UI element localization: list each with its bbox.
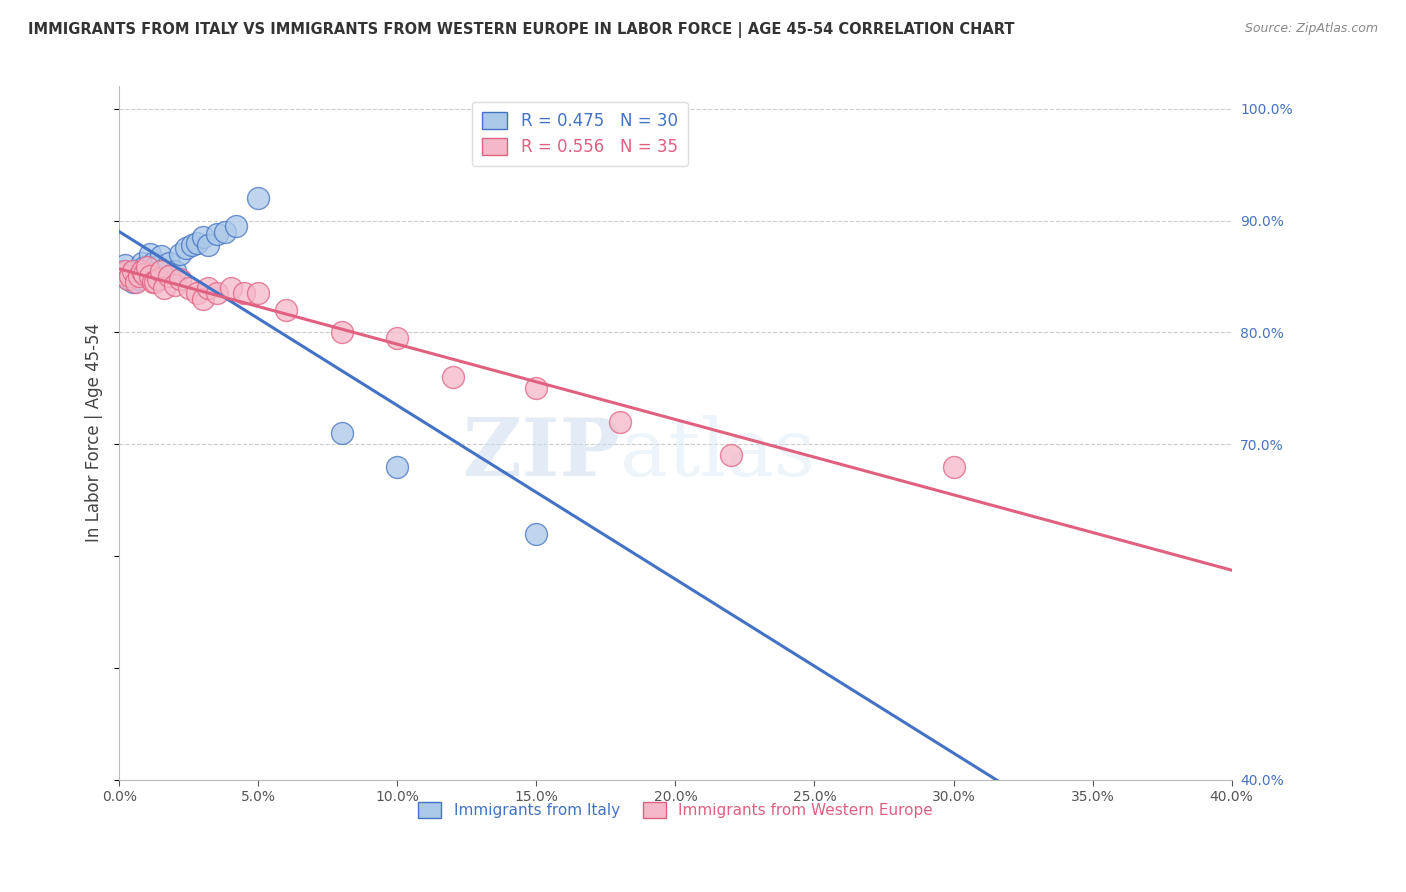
Point [387, 331, 409, 345]
Text: Source: ZipAtlas.com: Source: ZipAtlas.com [1244, 22, 1378, 36]
Legend: Immigrants from Italy, Immigrants from Western Europe: Immigrants from Italy, Immigrants from W… [412, 796, 939, 824]
Y-axis label: In Labor Force | Age 45-54: In Labor Force | Age 45-54 [86, 324, 103, 542]
Point [152, 280, 174, 294]
Point [152, 264, 174, 278]
Point [191, 230, 214, 244]
Point [122, 264, 145, 278]
Point [128, 271, 150, 285]
Point [387, 459, 409, 474]
Point [136, 260, 159, 275]
Point [609, 415, 631, 429]
Point [205, 286, 228, 301]
Point [131, 256, 153, 270]
Point [139, 247, 162, 261]
Point [122, 275, 145, 289]
Point [163, 278, 186, 293]
Point [139, 269, 162, 284]
Point [720, 448, 742, 462]
Point [191, 292, 214, 306]
Point [149, 249, 172, 263]
Point [117, 271, 139, 285]
Point [276, 303, 298, 318]
Text: IMMIGRANTS FROM ITALY VS IMMIGRANTS FROM WESTERN EUROPE IN LABOR FORCE | AGE 45-: IMMIGRANTS FROM ITALY VS IMMIGRANTS FROM… [28, 22, 1015, 38]
Point [134, 260, 156, 275]
Text: ZIP: ZIP [463, 415, 620, 492]
Text: atlas: atlas [620, 415, 815, 492]
Point [942, 459, 965, 474]
Point [177, 280, 200, 294]
Point [114, 258, 136, 272]
Point [526, 381, 548, 395]
Point [134, 267, 156, 281]
Point [330, 425, 353, 440]
Point [219, 280, 242, 294]
Point [120, 269, 142, 284]
Point [145, 275, 167, 289]
Point [131, 264, 153, 278]
Point [197, 280, 219, 294]
Point [145, 260, 167, 275]
Point [125, 275, 148, 289]
Point [169, 247, 191, 261]
Point [169, 271, 191, 285]
Point [526, 526, 548, 541]
Point [233, 286, 256, 301]
Point [157, 269, 180, 284]
Point [142, 256, 165, 270]
Point [247, 286, 270, 301]
Point [197, 238, 219, 252]
Point [149, 264, 172, 278]
Point [174, 242, 197, 256]
Point [180, 238, 202, 252]
Point [157, 256, 180, 270]
Point [128, 269, 150, 284]
Point [142, 275, 165, 289]
Point [214, 225, 236, 239]
Point [330, 326, 353, 340]
Point [441, 370, 464, 384]
Point [114, 264, 136, 278]
Point [205, 227, 228, 241]
Point [186, 235, 208, 250]
Point [163, 264, 186, 278]
Point [186, 286, 208, 301]
Point [136, 264, 159, 278]
Point [247, 191, 270, 205]
Point [111, 267, 134, 281]
Point [148, 271, 170, 285]
Point [125, 269, 148, 284]
Point [225, 219, 247, 234]
Point [120, 267, 142, 281]
Point [111, 264, 134, 278]
Point [117, 271, 139, 285]
